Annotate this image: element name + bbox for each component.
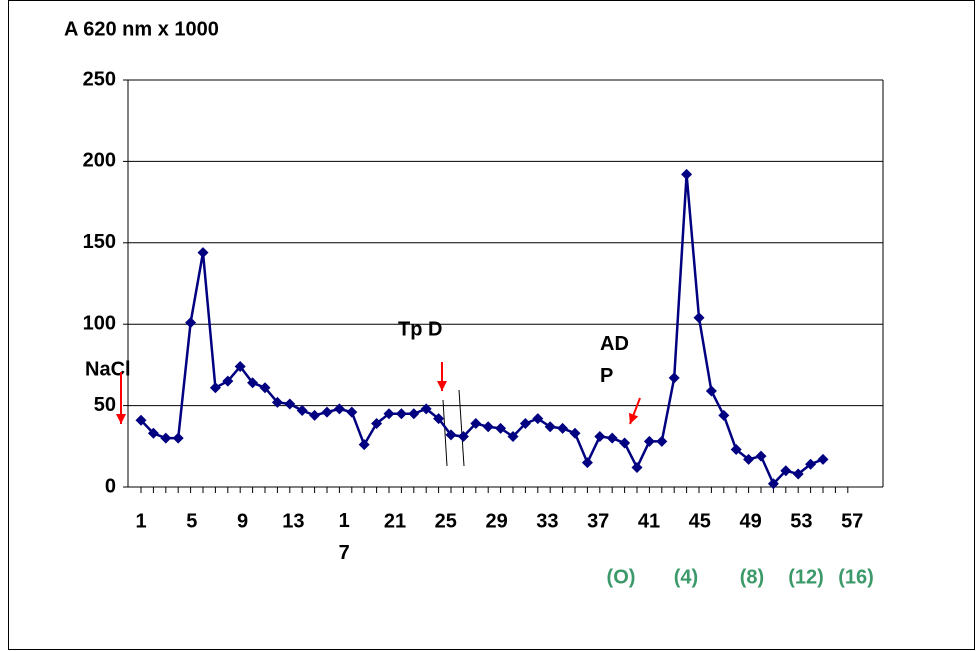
marker [817,453,829,465]
marker [643,435,655,447]
x-tick-label: 57 [841,510,863,532]
marker [383,408,395,420]
y-tick-label: 0 [105,475,116,497]
marker [309,409,321,421]
y-tick-label: 250 [83,68,116,90]
marker [433,413,445,425]
y-tick-label: 150 [83,231,116,253]
x-tick-label: 13 [282,510,304,532]
marker [482,421,494,433]
annotation: NaCl [85,358,131,380]
marker [222,375,234,387]
marker [209,382,221,394]
x-tick-label: 29 [485,510,507,532]
marker [743,453,755,465]
secondary-label: (16) [838,566,874,588]
marker [619,437,631,449]
marker [271,396,283,408]
marker [631,461,643,473]
marker [160,432,172,444]
y-tick-label: 100 [83,312,116,334]
frame [8,0,975,650]
marker [569,427,581,439]
marker [445,429,457,441]
marker [656,435,668,447]
y-tick-label: 50 [94,394,116,416]
marker [767,478,779,490]
marker [358,439,370,451]
x-tick-label: 9 [237,510,248,532]
marker [296,404,308,416]
marker [532,413,544,425]
marker [557,422,569,434]
marker [408,408,420,420]
marker [457,431,469,443]
annotation: Tp D [398,318,442,340]
marker [259,382,271,394]
marker [805,458,817,470]
x-tick-label: 49 [739,510,761,532]
marker [755,450,767,462]
marker [718,409,730,421]
marker [705,385,717,397]
marker [135,414,147,426]
marker [507,431,519,443]
marker [420,403,432,415]
marker [495,422,507,434]
marker [470,418,482,430]
marker [147,427,159,439]
y-axis-title: A 620 nm x 1000 [64,18,219,40]
marker [371,418,383,430]
marker [333,403,345,415]
marker [247,377,259,389]
marker [780,465,792,477]
arrow-head [437,381,447,391]
marker [693,312,705,324]
x-tick-label: 53 [790,510,812,532]
marker [606,432,618,444]
secondary-label: (4) [674,566,698,588]
marker [346,406,358,418]
y-tick-label: 200 [83,150,116,172]
secondary-label: (8) [740,566,764,588]
marker [519,418,531,430]
marker [172,432,184,444]
arrow-head [628,412,639,424]
x-tick-label: 41 [638,510,660,532]
marker [185,317,197,329]
marker [395,408,407,420]
x-tick-label: 5 [186,510,197,532]
x-tick-label: 21 [384,510,406,532]
marker [234,361,246,373]
marker [544,421,556,433]
annotation: AD P [600,333,629,387]
break-mark [442,399,448,467]
marker [668,372,680,384]
marker [594,431,606,443]
x-tick-label: 1 [135,510,146,532]
x-tick-label: 37 [587,510,609,532]
marker [730,444,742,456]
arrow-head [116,414,126,424]
series-line [140,174,824,486]
marker [284,398,296,410]
x-tick-label: 45 [689,510,711,532]
x-tick-label: 33 [536,510,558,532]
break-mark [458,389,465,467]
secondary-label: (12) [788,566,824,588]
marker [792,468,804,480]
marker [681,168,693,180]
secondary-label: (O) [607,566,636,588]
x-tick-label: 25 [435,510,457,532]
marker [581,457,593,469]
marker [321,406,333,418]
marker [197,247,209,259]
